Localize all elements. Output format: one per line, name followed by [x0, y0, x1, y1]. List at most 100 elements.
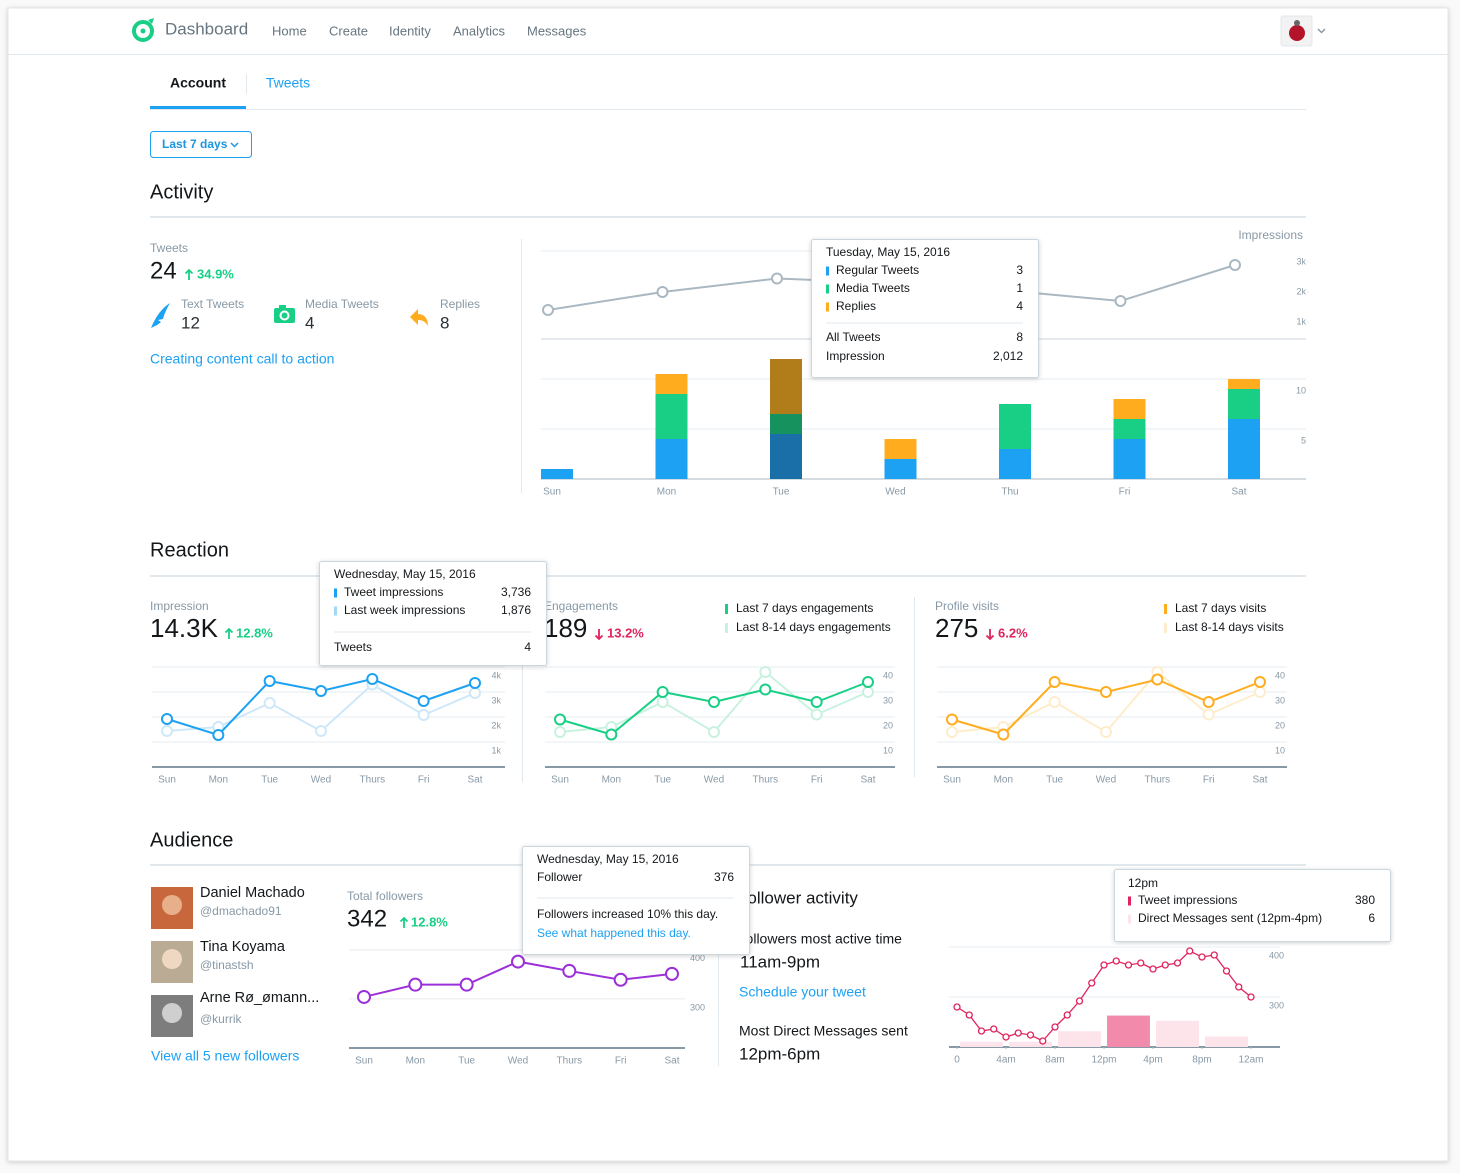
x-tick-label: Tue: [261, 775, 278, 786]
bar: [884, 439, 917, 459]
point: [1198, 953, 1206, 961]
panel-title: Follower activity: [737, 888, 858, 907]
x-tick-label: Fri: [1203, 775, 1215, 786]
x-tick-label: Tue: [773, 487, 790, 498]
point: [161, 713, 173, 725]
brand-name[interactable]: Dashboard: [165, 19, 248, 38]
view-all-link[interactable]: View all 5 new followers: [151, 1048, 299, 1064]
point: [656, 686, 669, 698]
point: [977, 1027, 986, 1035]
point: [759, 683, 772, 696]
dropdown-chevron[interactable]: [230, 142, 239, 148]
x-tick-label: Thurs: [1145, 775, 1171, 786]
tab[interactable]: Tweets: [266, 75, 310, 91]
legend-swatch: [1164, 604, 1167, 614]
follower-name[interactable]: Daniel Machado: [200, 885, 305, 901]
tooltip: [319, 561, 547, 666]
point: [357, 989, 371, 1004]
y-tick-label: 30: [883, 695, 893, 705]
breakdown-label: Replies: [440, 297, 480, 311]
tooltip-label: All Tweets: [826, 330, 880, 344]
change-percent: 13.2%: [607, 625, 644, 640]
point: [542, 304, 554, 316]
y-tick-label: 3k: [491, 695, 501, 705]
nav-link[interactable]: Analytics: [453, 23, 506, 38]
tooltip-label: Tweet impressions: [344, 585, 443, 599]
y-tick-label: 2k: [491, 720, 501, 730]
point: [263, 697, 276, 709]
avatar-face[interactable]: [162, 1003, 182, 1023]
schedule-link[interactable]: Schedule your tweet: [739, 984, 866, 1000]
avatar-face[interactable]: [162, 949, 182, 969]
logo[interactable]: [132, 18, 154, 42]
y-tick-label: 400: [690, 953, 705, 963]
x-tick-label: Tue: [1046, 775, 1063, 786]
stat-label: Profile visits: [935, 599, 999, 613]
tooltip-label: Replies: [836, 299, 876, 313]
logo-leaf[interactable]: [148, 18, 154, 24]
point: [656, 286, 669, 298]
x-tick-label: 8pm: [1192, 1055, 1211, 1066]
point: [1151, 673, 1164, 686]
date-range-label[interactable]: Last 7 days: [162, 137, 228, 151]
card: [7, 7, 1449, 1162]
x-tick-label: Sat: [860, 775, 875, 786]
tooltip-link[interactable]: See what happened this day.: [537, 926, 691, 940]
section-title: Reaction: [150, 539, 229, 561]
y-tick-label: 10: [1296, 385, 1306, 395]
y-tick-label: 20: [1275, 720, 1285, 730]
point: [997, 728, 1010, 741]
logo-dot[interactable]: [140, 28, 146, 34]
bar: [1058, 1031, 1101, 1047]
follower-handle: @kurrik: [200, 1012, 243, 1026]
point: [1099, 726, 1112, 738]
tooltip-swatch: [826, 284, 829, 294]
x-tick-label: Fri: [418, 775, 430, 786]
point: [1202, 696, 1215, 708]
tooltip-label: Direct Messages sent (12pm-4pm): [1138, 911, 1322, 925]
x-tick-label: Sun: [943, 775, 961, 786]
nav-link[interactable]: Home: [272, 23, 307, 38]
avatar-face[interactable]: [162, 895, 182, 915]
tooltip-value: 380: [1355, 893, 1375, 907]
breakdown-label: Text Tweets: [181, 297, 244, 311]
nav-link[interactable]: Identity: [389, 23, 431, 38]
x-tick-label: Sat: [664, 1056, 679, 1067]
point: [408, 977, 423, 992]
x-tick-label: Thurs: [360, 775, 386, 786]
breakdown-value: 4: [305, 313, 314, 332]
point: [1112, 957, 1120, 965]
user-menu-chevron[interactable]: [1317, 28, 1326, 34]
user-avatar-image[interactable]: [1289, 25, 1305, 41]
x-tick-label: Sun: [158, 775, 176, 786]
tooltip-label: Tweets: [334, 640, 372, 654]
user-avatar-image[interactable]: [1294, 20, 1300, 26]
y-tick-label: 40: [1275, 670, 1285, 680]
logo-ring[interactable]: [132, 20, 154, 42]
nav-link[interactable]: Messages: [527, 23, 587, 38]
tooltip-label: Impression: [826, 349, 885, 363]
tooltip-label: Regular Tweets: [836, 263, 919, 277]
point: [1048, 676, 1061, 688]
point: [1149, 965, 1157, 973]
x-tick-label: Tue: [458, 1056, 475, 1067]
bar: [1107, 1015, 1150, 1047]
date-range-button[interactable]: [150, 131, 252, 158]
point: [554, 713, 566, 726]
point: [946, 713, 958, 726]
point: [1253, 686, 1266, 698]
trend-arrow: [399, 916, 409, 928]
tooltip-note: Followers increased 10% this day.: [537, 907, 718, 921]
cta-link[interactable]: Creating content call to action: [150, 351, 334, 367]
tooltip-swatch: [826, 302, 829, 312]
nav-link[interactable]: Create: [329, 23, 368, 38]
point: [212, 729, 225, 741]
tab[interactable]: Account: [170, 75, 226, 91]
bar: [770, 434, 802, 479]
follower-avatars[interactable]: [151, 887, 193, 1037]
follower-name[interactable]: Arne Rø_ømann...: [200, 990, 319, 1006]
point: [417, 709, 430, 721]
x-tick-label: Thurs: [753, 775, 779, 786]
x-tick-label: Tue: [654, 775, 671, 786]
follower-name[interactable]: Tina Koyama: [200, 939, 286, 955]
